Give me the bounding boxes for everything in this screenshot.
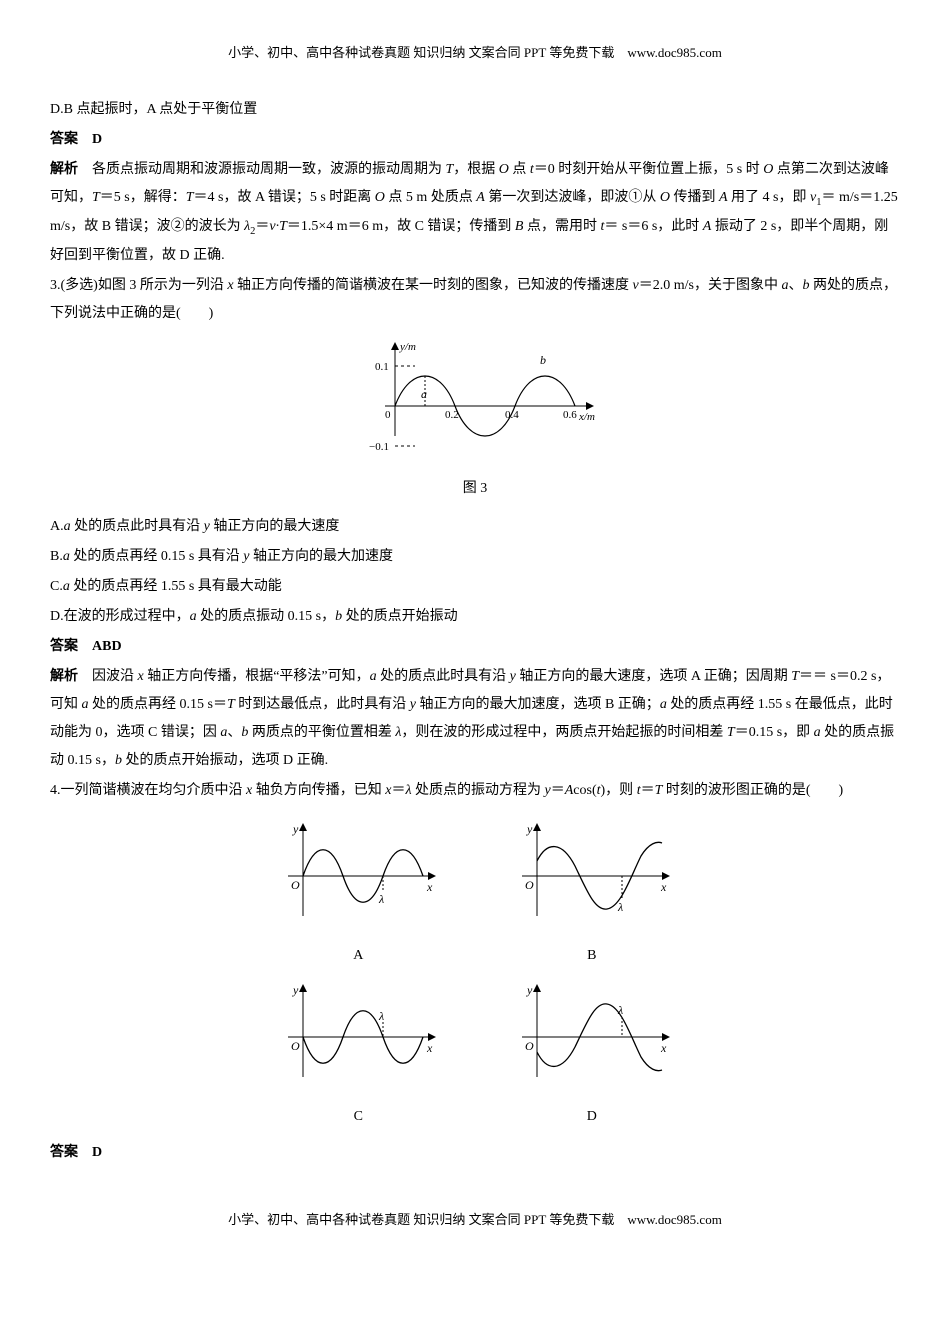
q2-answer: 答案 D: [50, 126, 900, 154]
page-header: 小学、初中、高中各种试卷真题 知识归纳 文案合同 PPT 等免费下载 www.d…: [50, 40, 900, 66]
svg-text:λ: λ: [617, 1003, 623, 1017]
q2-explanation: 解析 各质点振动周期和波源振动周期一致，波源的振动周期为 T，根据 O 点 t＝…: [50, 156, 900, 270]
svg-text:O: O: [525, 1039, 534, 1053]
q4-choice-a: y x O λ A: [273, 821, 443, 970]
q3-option-b: B.a 处的质点再经 0.15 s 具有沿 y 轴正方向的最大加速度: [50, 543, 900, 571]
svg-text:λ: λ: [378, 892, 384, 906]
svg-text:a: a: [421, 387, 427, 401]
choice-label-a: A: [273, 942, 443, 970]
choice-label-d: D: [507, 1103, 677, 1131]
q3-option-d: D.在波的形成过程中，a 处的质点振动 0.15 s，b 处的质点开始振动: [50, 603, 900, 631]
svg-text:O: O: [291, 1039, 300, 1053]
svg-text:O: O: [525, 878, 534, 892]
svg-text:λ: λ: [617, 900, 623, 914]
svg-text:0.6: 0.6: [563, 409, 577, 421]
svg-text:y: y: [292, 822, 299, 836]
svg-text:0.2: 0.2: [445, 409, 459, 421]
q4-stem: 4.一列简谐横波在均匀介质中沿 x 轴负方向传播，已知 x＝λ 处质点的振动方程…: [50, 777, 900, 805]
choice-label-b: B: [507, 942, 677, 970]
q3-stem: 3.(多选)如图 3 所示为一列沿 x 轴正方向传播的简谐横波在某一时刻的图象，…: [50, 272, 900, 328]
svg-text:0.1: 0.1: [375, 361, 389, 373]
q2-option-d: D.B 点起振时，A 点处于平衡位置: [50, 96, 900, 124]
q3-answer: 答案 ABD: [50, 633, 900, 661]
svg-text:x: x: [426, 880, 433, 894]
page-footer: 小学、初中、高中各种试卷真题 知识归纳 文案合同 PPT 等免费下载 www.d…: [50, 1207, 900, 1233]
svg-text:x: x: [660, 1041, 667, 1055]
svg-text:λ: λ: [378, 1009, 384, 1023]
svg-text:y: y: [292, 983, 299, 997]
q4-answer: 答案 D: [50, 1139, 900, 1167]
q4-choice-d: y x O λ D: [507, 982, 677, 1131]
svg-text:y/m: y/m: [399, 341, 416, 353]
svg-text:y: y: [526, 983, 533, 997]
q3-option-c: C.a 处的质点再经 1.55 s 具有最大动能: [50, 573, 900, 601]
svg-text:0.4: 0.4: [505, 409, 519, 421]
svg-text:x: x: [426, 1041, 433, 1055]
choice-label-c: C: [273, 1103, 443, 1131]
q3-explanation: 解析 因波沿 x 轴正方向传播，根据“平移法”可知，a 处的质点此时具有沿 y …: [50, 663, 900, 775]
svg-text:x/m: x/m: [578, 411, 595, 423]
q4-choice-b: y x O λ B: [507, 821, 677, 970]
svg-text:0: 0: [385, 409, 391, 421]
q3-figure-caption: 图 3: [50, 475, 900, 503]
q3-figure: 0.1 −0.1 0 0.2 0.4 0.6 x/m y/m a b: [50, 336, 900, 467]
svg-text:x: x: [660, 880, 667, 894]
q4-choice-c: y x O λ C: [273, 982, 443, 1131]
svg-text:−0.1: −0.1: [369, 441, 389, 453]
svg-text:b: b: [540, 353, 546, 367]
svg-text:y: y: [526, 822, 533, 836]
svg-text:O: O: [291, 878, 300, 892]
q3-option-a: A.a 处的质点此时具有沿 y 轴正方向的最大速度: [50, 513, 900, 541]
q4-choices: y x O λ A y x O λ: [50, 815, 900, 1137]
